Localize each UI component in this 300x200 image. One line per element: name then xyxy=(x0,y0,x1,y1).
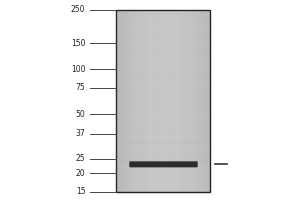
Text: 150: 150 xyxy=(71,39,85,48)
Bar xyxy=(188,10,191,192)
Text: 75: 75 xyxy=(76,83,85,92)
Text: 15: 15 xyxy=(76,188,86,196)
Bar xyxy=(204,10,207,192)
Bar xyxy=(122,10,125,192)
Text: 25: 25 xyxy=(76,154,86,163)
Text: 20: 20 xyxy=(76,169,86,178)
Bar xyxy=(191,10,194,192)
Text: 250: 250 xyxy=(71,5,85,15)
Bar xyxy=(166,10,169,192)
Bar xyxy=(185,10,188,192)
Text: 37: 37 xyxy=(76,129,85,138)
Bar xyxy=(116,10,119,192)
Bar xyxy=(150,10,153,192)
Bar xyxy=(119,10,122,192)
Bar xyxy=(128,10,131,192)
Bar xyxy=(172,10,175,192)
Bar xyxy=(147,10,150,192)
Bar xyxy=(207,10,210,192)
Bar xyxy=(131,10,134,192)
Bar xyxy=(178,10,182,192)
Bar xyxy=(175,10,178,192)
Bar xyxy=(163,10,166,192)
Bar xyxy=(200,10,204,192)
Bar xyxy=(134,10,138,192)
Bar xyxy=(153,10,157,192)
Bar xyxy=(169,10,172,192)
Bar xyxy=(197,10,200,192)
Text: kDa: kDa xyxy=(93,0,108,2)
Bar xyxy=(194,10,197,192)
Bar xyxy=(141,10,144,192)
Text: 50: 50 xyxy=(76,110,85,119)
Bar xyxy=(182,10,185,192)
Bar xyxy=(125,10,128,192)
Bar xyxy=(157,10,160,192)
Bar xyxy=(138,10,141,192)
Bar xyxy=(144,10,147,192)
Text: 100: 100 xyxy=(71,65,85,74)
Bar xyxy=(160,10,163,192)
Bar xyxy=(116,10,210,192)
FancyBboxPatch shape xyxy=(129,161,198,167)
